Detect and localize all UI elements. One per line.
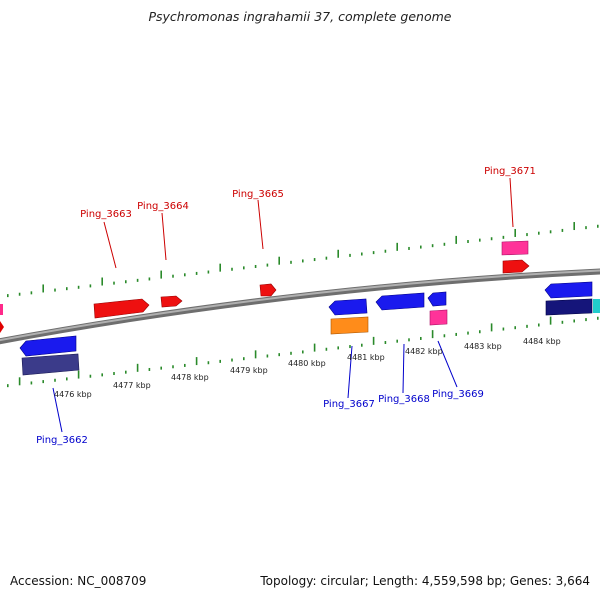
gene-block-rev[interactable] [545,298,593,316]
gene-label-ping-3664[interactable]: Ping_3664 [137,201,189,212]
genome-summary-text: Topology: circular; Length: 4,559,598 bp… [260,574,590,588]
gene-block-cyan[interactable] [593,299,600,313]
gene-arrow-fwd-ping-3671b[interactable] [502,259,530,274]
gene-arrow-fwd-ping-3671[interactable] [501,240,529,256]
gene-arrow-fwd[interactable] [0,321,4,333]
gene-block-orange[interactable] [330,316,369,335]
gene-arrow-rev-ping-3668[interactable] [375,292,425,311]
gene-label-ping-3668[interactable]: Ping_3668 [378,394,430,405]
scale-label: 4476 kbp [54,390,92,399]
gene-label-ping-3671[interactable]: Ping_3671 [484,166,536,177]
scale-labels: 4476 kbp 4477 kbp 4478 kbp 4479 kbp 4480… [54,337,561,399]
reverse-scale-ticks [7,316,599,388]
scale-label: 4478 kbp [171,373,209,382]
scale-label: 4482 kbp [405,347,443,356]
page-title: Psychromonas ingrahamii 37, complete gen… [148,9,452,24]
scale-label: 4480 kbp [288,359,326,368]
genome-backbone [0,268,600,345]
label-leader-lines [52,177,514,433]
gene-arrow-rev-ping-3669[interactable] [427,291,447,307]
accession-text: Accession: NC_008709 [10,574,147,588]
gene-label-ping-3669[interactable]: Ping_3669 [432,389,484,400]
gene-block-rev[interactable] [21,353,80,376]
gene-label-ping-3663[interactable]: Ping_3663 [80,209,132,220]
gene-labels: Ping_3663 Ping_3664 Ping_3665 Ping_3671 … [36,166,536,446]
forward-gene-features [0,240,530,333]
gene-arrow-rev[interactable] [544,281,593,299]
reverse-gene-features [19,281,600,376]
gene-arrow-rev-ping-3662[interactable] [19,335,77,357]
forward-scale-ticks [7,222,599,298]
scale-label: 4481 kbp [347,353,385,362]
gene-arrow-fwd-ping-3665[interactable] [259,283,277,297]
gene-arrow-fwd-ping-3664[interactable] [160,295,183,308]
scale-label: 4484 kbp [523,337,561,346]
gene-arrow-rev-ping-3667[interactable] [328,298,368,316]
scale-label: 4479 kbp [230,366,268,375]
gene-arrow-fwd-ping-3663[interactable] [93,298,150,319]
gene-label-ping-3662[interactable]: Ping_3662 [36,435,88,446]
scale-label: 4477 kbp [113,381,151,390]
gene-label-ping-3665[interactable]: Ping_3665 [232,189,284,200]
gene-arrow-fwd[interactable] [0,304,3,315]
scale-label: 4483 kbp [464,342,502,351]
gene-block-pink[interactable] [429,309,448,326]
gene-label-ping-3667[interactable]: Ping_3667 [323,399,375,410]
